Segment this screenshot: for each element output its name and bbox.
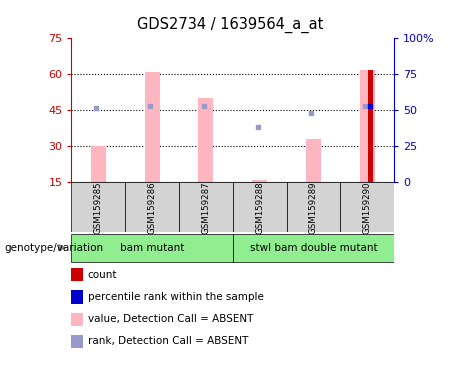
Bar (198, 98, 213, 182)
Text: GDS2734 / 1639564_a_at: GDS2734 / 1639564_a_at (137, 17, 324, 33)
Text: count: count (88, 270, 117, 280)
FancyBboxPatch shape (340, 182, 394, 232)
Text: bam mutant: bam mutant (120, 243, 184, 253)
FancyBboxPatch shape (71, 182, 125, 232)
Text: GSM159290: GSM159290 (363, 181, 372, 233)
Bar (368, 70, 373, 182)
Text: rank, Detection Call = ABSENT: rank, Detection Call = ABSENT (88, 336, 248, 346)
Text: genotype/variation: genotype/variation (5, 243, 104, 253)
FancyBboxPatch shape (287, 182, 340, 232)
Text: GSM159285: GSM159285 (94, 181, 103, 234)
FancyBboxPatch shape (125, 182, 179, 232)
Text: percentile rank within the sample: percentile rank within the sample (88, 292, 264, 302)
Text: stwl bam double mutant: stwl bam double mutant (250, 243, 377, 253)
Text: GSM159288: GSM159288 (255, 181, 264, 234)
Text: GSM159287: GSM159287 (201, 181, 210, 234)
Text: GSM159286: GSM159286 (148, 181, 157, 234)
FancyBboxPatch shape (233, 234, 394, 262)
FancyBboxPatch shape (179, 182, 233, 232)
Bar (360, 70, 375, 182)
Bar (91, 146, 106, 182)
FancyBboxPatch shape (233, 182, 287, 232)
FancyBboxPatch shape (71, 234, 233, 262)
Text: GSM159289: GSM159289 (309, 181, 318, 233)
Bar (145, 72, 160, 182)
Bar (306, 139, 321, 182)
Bar (252, 180, 267, 182)
Text: value, Detection Call = ABSENT: value, Detection Call = ABSENT (88, 314, 253, 324)
